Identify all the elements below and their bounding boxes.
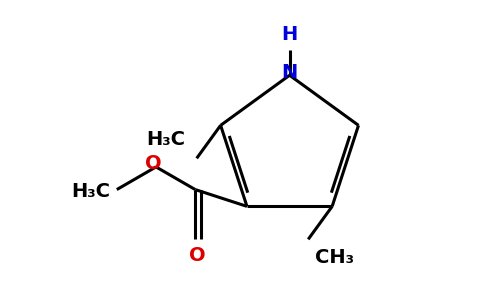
Text: N: N — [281, 64, 298, 83]
Text: H₃C: H₃C — [71, 182, 110, 201]
Text: O: O — [189, 246, 206, 265]
Text: O: O — [146, 154, 162, 173]
Text: CH₃: CH₃ — [315, 248, 354, 267]
Text: H: H — [281, 25, 298, 44]
Text: H₃C: H₃C — [146, 130, 185, 149]
